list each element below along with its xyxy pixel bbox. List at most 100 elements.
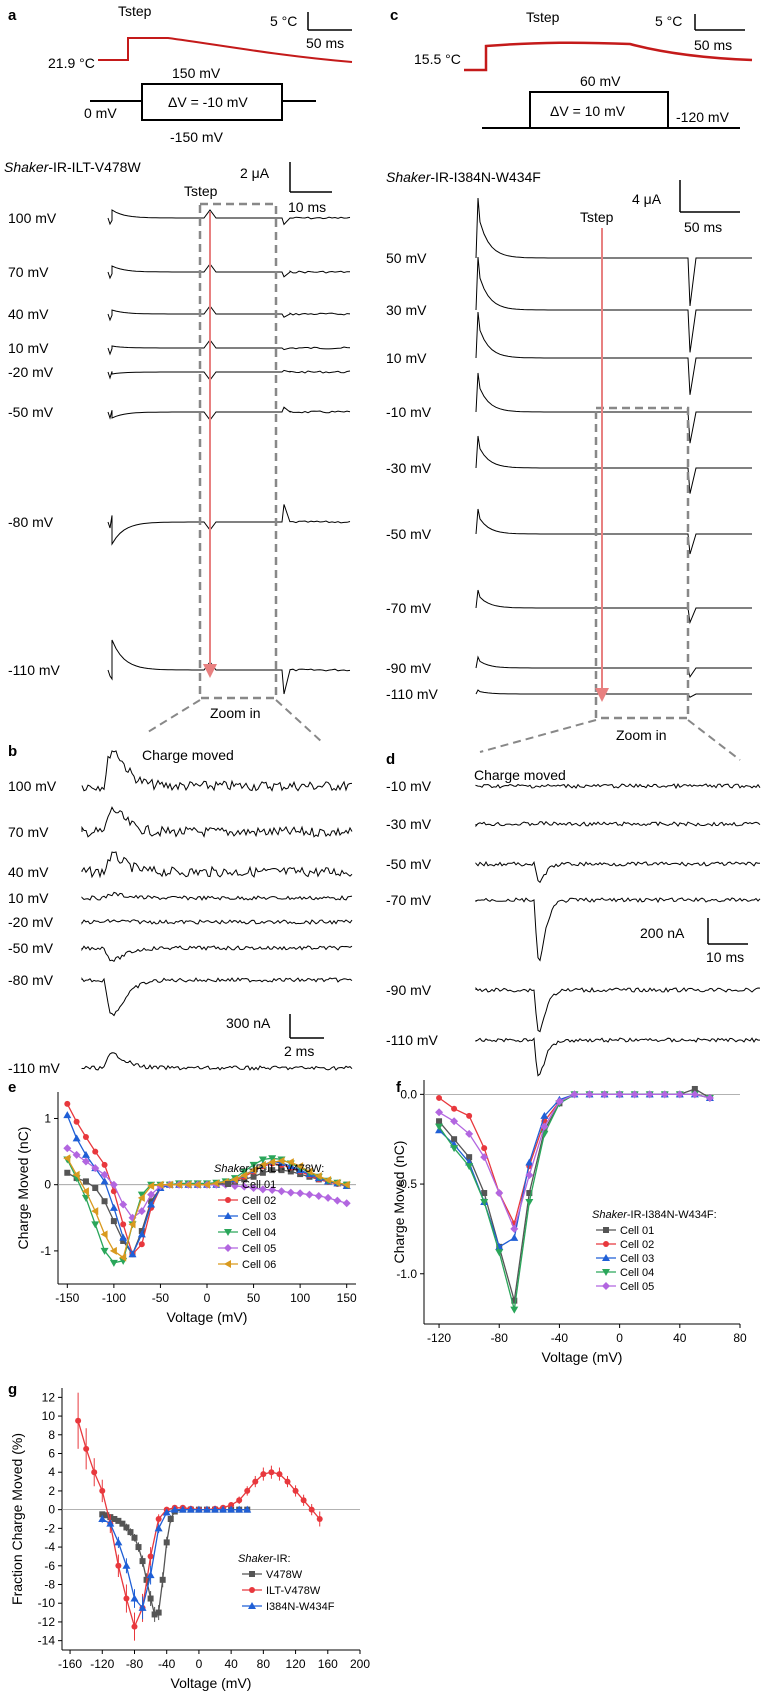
data-point (82, 1134, 89, 1141)
current-traces-c: 50 mV 30 mV 10 mV -10 mV -30 mV -50 mV -70 mV -… (386, 197, 752, 702)
data-point (101, 1198, 108, 1205)
current-trace-a (107, 504, 351, 546)
trace-c-voltage-label: -90 mV (386, 660, 432, 676)
data-point (72, 1134, 81, 1142)
y-tick-label: 2 (48, 1484, 55, 1498)
current-scale-a: 2 μA (240, 165, 270, 181)
temp-scale-a: 5 °C (270, 13, 297, 29)
data-point (451, 1136, 458, 1143)
current-trace-a (107, 305, 351, 322)
data-point (109, 1259, 118, 1267)
legend-label: I384N-W434F (266, 1601, 335, 1613)
legend-label: V478W (266, 1569, 303, 1581)
data-point (296, 1189, 305, 1198)
construct-label-a: Shaker-IR-ILT-V478W (4, 159, 141, 175)
traces-tstep-a: Tstep (184, 183, 218, 199)
data-point (63, 1144, 72, 1153)
data-point (154, 1524, 163, 1532)
data-point (600, 1090, 609, 1099)
series-line (438, 1093, 711, 1248)
data-point (81, 1157, 90, 1166)
voltage-protocol-c (482, 91, 740, 129)
data-point (308, 1506, 315, 1513)
legend-item: Cell 01 (218, 1179, 276, 1191)
data-point (277, 1156, 285, 1165)
panel-e: e -150 -100 -50 0 50 100 150 -1 0 1 Voltage (mV) Ch… (8, 1079, 357, 1325)
current-trace-c (475, 435, 752, 494)
tstep-label-c: Tstep (526, 9, 560, 25)
data-point (268, 1158, 276, 1167)
current-time-scale-c: 50 ms (684, 219, 722, 235)
data-point (436, 1094, 443, 1101)
x-tick-label: 50 (247, 1291, 261, 1305)
time-scale-d: 10 ms (706, 949, 744, 965)
charge-trace-b (81, 891, 353, 901)
current-trace-a (107, 369, 351, 381)
data-point (184, 1180, 192, 1189)
temperature-trace-a (98, 37, 353, 63)
data-point (128, 1250, 137, 1258)
data-point (137, 1191, 146, 1199)
protocol-bottom-a: -150 mV (170, 129, 224, 145)
y-tick-label: -10 (38, 1596, 56, 1610)
data-point (100, 1170, 109, 1179)
data-point (435, 1108, 444, 1117)
traces-tstep-c: Tstep (580, 209, 614, 225)
legend-marker (248, 1602, 256, 1609)
data-point (240, 1182, 249, 1191)
data-point (156, 1180, 164, 1189)
data-point (123, 1524, 130, 1531)
data-point (101, 1161, 108, 1168)
legend-label: Cell 05 (620, 1281, 654, 1293)
x-tick-label: -80 (126, 1657, 144, 1671)
legend-label: Cell 01 (620, 1225, 654, 1237)
zoom-box-a (198, 202, 278, 700)
title-d: Charge moved (474, 767, 566, 783)
charge-trace-b (81, 806, 353, 838)
data-point (91, 1164, 100, 1173)
data-point (64, 1100, 71, 1107)
legend-marker (602, 1269, 610, 1276)
data-point (585, 1090, 594, 1099)
data-point (137, 1207, 146, 1216)
charge-trace-b (81, 977, 353, 1017)
data-point (151, 1611, 158, 1618)
trace-a-voltage-label: -50 mV (8, 404, 54, 420)
data-point (92, 1148, 99, 1155)
data-point (155, 1609, 162, 1616)
charge-trace-b (81, 945, 353, 962)
data-point (127, 1529, 134, 1536)
panel-letter-b: b (8, 743, 17, 760)
legend-marker (602, 1282, 610, 1290)
data-point (119, 1253, 127, 1262)
zoom-label-c: Zoom in (616, 727, 667, 743)
current-trace-a (107, 339, 351, 356)
data-point (170, 1505, 179, 1513)
data-point (258, 1185, 267, 1194)
data-point (691, 1085, 698, 1092)
legend: Shaker-IR: V478W ILT-V478W I384N-W434F (238, 1553, 335, 1613)
data-point (510, 1224, 519, 1233)
data-point (120, 1237, 127, 1244)
x-axis-label: Voltage (mV) (542, 1349, 623, 1365)
y-tick-label: 0 (44, 1178, 51, 1192)
x-tick-label: 40 (673, 1331, 687, 1345)
legend-label: Cell 03 (620, 1253, 654, 1265)
data-point (292, 1487, 299, 1494)
panel-f: f -120 -80 -40 0 40 80 0.0 -0.5 -1.0 Voltage (mV)… (391, 1079, 747, 1365)
current-trace-c (475, 311, 752, 395)
time-scale-c: 50 ms (694, 37, 732, 53)
charge-trace-b (81, 851, 353, 879)
data-point (115, 1517, 122, 1524)
data-point (240, 1171, 248, 1180)
legend: Shaker-IR-I384N-W434F: Cell 01 Cell 02 Cell… (592, 1209, 717, 1293)
series-line (438, 1093, 711, 1226)
y-tick-label: 0.0 (400, 1087, 417, 1101)
trace-b-voltage-label: -20 mV (8, 914, 54, 930)
trace-b-voltage-label: 10 mV (8, 890, 49, 906)
trace-c-voltage-label: -50 mV (386, 526, 432, 542)
voltage-protocol-a (90, 83, 316, 121)
trace-d-voltage-label: -50 mV (386, 856, 432, 872)
data-point (630, 1090, 639, 1099)
data-point (525, 1199, 534, 1206)
